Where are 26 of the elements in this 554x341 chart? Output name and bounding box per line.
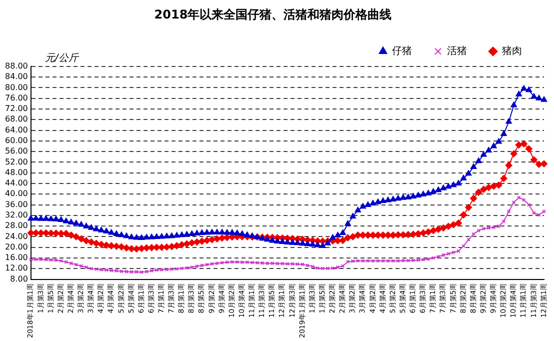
y-tick-label: 20.00 [4,242,28,252]
y-tick-label: 44.00 [4,178,28,188]
y-tick-label: 12.00 [4,264,28,273]
legend-label: 猪肉 [502,44,522,57]
y-tick-label: 80.00 [4,82,28,92]
legend-label: 仔猪 [392,44,412,57]
y-tick-label: 24.00 [4,232,28,241]
y-tick-label: 60.00 [4,136,28,145]
y-tick-label: 40.00 [4,189,28,198]
y-tick-label: 16.00 [4,253,28,262]
y-tick-label: 32.00 [4,210,28,220]
y-tick-label: 8.00 [10,274,28,284]
y-axis-title: 元/公斤 [44,52,80,64]
y-tick-label: 28.00 [4,221,28,230]
y-tick-label: 48.00 [4,168,28,177]
y-tick-label: 72.00 [4,104,28,114]
legend-label: 活猪 [447,44,467,57]
y-tick-label: 56.00 [4,146,28,156]
y-tick-label: 76.00 [4,93,28,102]
chart-title: 2018年以来全国仔猪、活猪和猪肉价格曲线 [154,7,392,22]
y-tick-label: 64.00 [4,125,28,134]
y-tick-label: 52.00 [4,157,28,166]
y-tick-label: 84.00 [4,72,28,82]
y-tick-label: 36.00 [4,200,28,209]
y-tick-label: 68.00 [4,114,28,124]
y-tick-label: 88.00 [4,61,28,70]
